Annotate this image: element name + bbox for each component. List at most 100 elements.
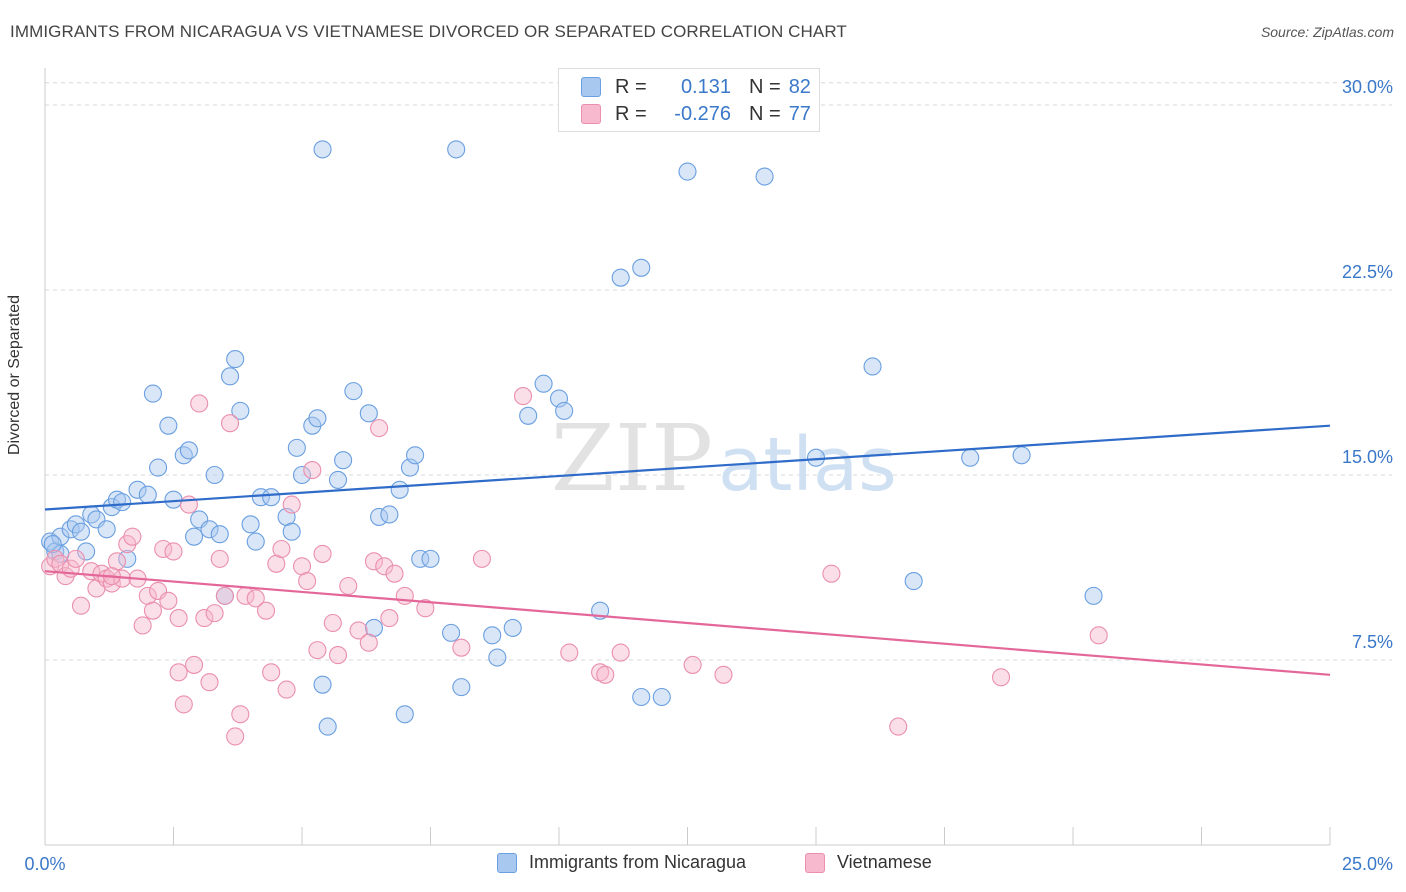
vietnamese-point (195, 609, 214, 628)
nicaragua-point (380, 505, 399, 524)
n-label: N = (749, 102, 781, 125)
nicaragua-swatch (497, 852, 517, 873)
vietnamese-point (375, 557, 394, 576)
n-label: N = (749, 75, 781, 98)
nicaragua-point (246, 532, 265, 551)
vietnamese-point (123, 527, 142, 546)
vietnamese-point (991, 668, 1011, 687)
vietnamese-point (169, 609, 188, 628)
nicaragua-point (390, 480, 409, 499)
vietnamese-point (282, 495, 301, 514)
vietnamese-point (339, 576, 358, 596)
vietnamese-point (246, 589, 265, 608)
vietnamese-point (205, 604, 224, 623)
vietnamese-point (190, 394, 209, 413)
nicaragua-point (308, 409, 327, 428)
nicaragua-point (251, 488, 270, 507)
nicaragua-point (205, 465, 224, 485)
nicaragua-point (138, 485, 157, 504)
y-axis-label: Divorced or Separated (6, 294, 23, 455)
r-label: R = (615, 75, 647, 98)
vietnamese-point (262, 663, 281, 682)
nicaragua-point (411, 549, 430, 568)
legend-row-vietnamese: R = -0.276 N = 77 (581, 101, 811, 127)
vietnamese-point (328, 646, 348, 665)
y-tick-label: 7.5% (1352, 632, 1393, 652)
vietnamese-point (256, 601, 276, 620)
vietnamese-point (889, 717, 908, 736)
vietnamese-point (683, 655, 702, 674)
vietnamese-point (174, 695, 193, 714)
nicaragua-point (632, 258, 651, 277)
nicaragua-point (174, 446, 193, 465)
vietnamese-point (308, 641, 327, 660)
legend-row-nicaragua: R = 0.131 N = 82 (581, 74, 811, 100)
nicaragua-point (43, 535, 62, 554)
nicaragua-point (442, 623, 461, 642)
nicaragua-point (159, 416, 178, 435)
vietnamese-point (611, 643, 630, 662)
vietnamese-swatch (805, 852, 825, 873)
nicaragua-point (113, 493, 132, 512)
chart-title: IMMIGRANTS FROM NICARAGUA VS VIETNAMESE … (10, 22, 847, 41)
nicaragua-point (143, 384, 162, 403)
legend-label-nicaragua: Immigrants from Nicaragua (529, 852, 747, 872)
r-value-vietnamese: -0.276 (674, 102, 731, 125)
vietnamese-point (364, 552, 384, 571)
vietnamese-point (159, 591, 178, 610)
vietnamese-point (472, 549, 491, 568)
vietnamese-point (303, 461, 322, 480)
vietnamese-point (385, 564, 404, 583)
nicaragua-point (344, 382, 363, 401)
nicaragua-trend-line (44, 424, 1331, 511)
nicaragua-point (652, 687, 671, 707)
nicaragua-point (210, 525, 229, 544)
nicaragua-point (149, 458, 168, 477)
vietnamese-point (272, 539, 291, 559)
vietnamese-point (416, 599, 435, 618)
vietnamese-point (714, 665, 733, 684)
trend-lines (44, 424, 1331, 676)
y-tick-label: 15.0% (1342, 447, 1393, 467)
r-label: R = (615, 102, 647, 125)
legend-item-nicaragua[interactable]: Immigrants from Nicaragua (497, 852, 746, 873)
nicaragua-point (318, 717, 337, 736)
watermark: ZIP atlas (551, 405, 897, 512)
vietnamese-point (822, 564, 841, 583)
nicaragua-point (220, 367, 240, 386)
n-value-vietnamese: 77 (788, 102, 811, 125)
vietnamese-point (513, 387, 533, 406)
vietnamese-point (215, 586, 234, 605)
nicaragua-point (483, 626, 502, 645)
nicaragua-point (503, 618, 522, 637)
nicaragua-point (904, 572, 923, 591)
vietnamese-point (102, 574, 121, 593)
nicaragua-point (241, 515, 260, 534)
nicaragua-point (328, 470, 348, 489)
x-tick-label: 0.0% (24, 854, 65, 874)
vietnamese-point (200, 673, 219, 692)
nicaragua-point (1084, 586, 1103, 605)
legend-item-vietnamese[interactable]: Vietnamese (805, 852, 932, 873)
nicaragua-point (287, 438, 306, 457)
vietnamese-point (1089, 626, 1108, 645)
gridlines (45, 82, 1392, 661)
tick-labels: 7.5% 15.0% 22.5% 30.0% 0.0% 25.0% (24, 77, 1393, 874)
x-tick-label: 25.0% (1342, 854, 1393, 874)
nicaragua-point (77, 542, 96, 561)
source-label: Source: ZipAtlas.com (1260, 24, 1394, 40)
y-tick-label: 22.5% (1342, 262, 1393, 282)
nicaragua-point (632, 687, 651, 707)
nicaragua-point (421, 549, 440, 568)
watermark-zip: ZIP (551, 405, 713, 512)
axes (44, 68, 1331, 846)
nicaragua-point (179, 441, 198, 460)
nicaragua-point (406, 446, 425, 465)
data-points (41, 140, 1108, 746)
vietnamese-point (349, 621, 368, 640)
nicaragua-point (334, 451, 353, 470)
nicaragua-point (447, 140, 466, 159)
nicaragua-swatch (581, 77, 601, 97)
nicaragua-point (534, 374, 553, 393)
